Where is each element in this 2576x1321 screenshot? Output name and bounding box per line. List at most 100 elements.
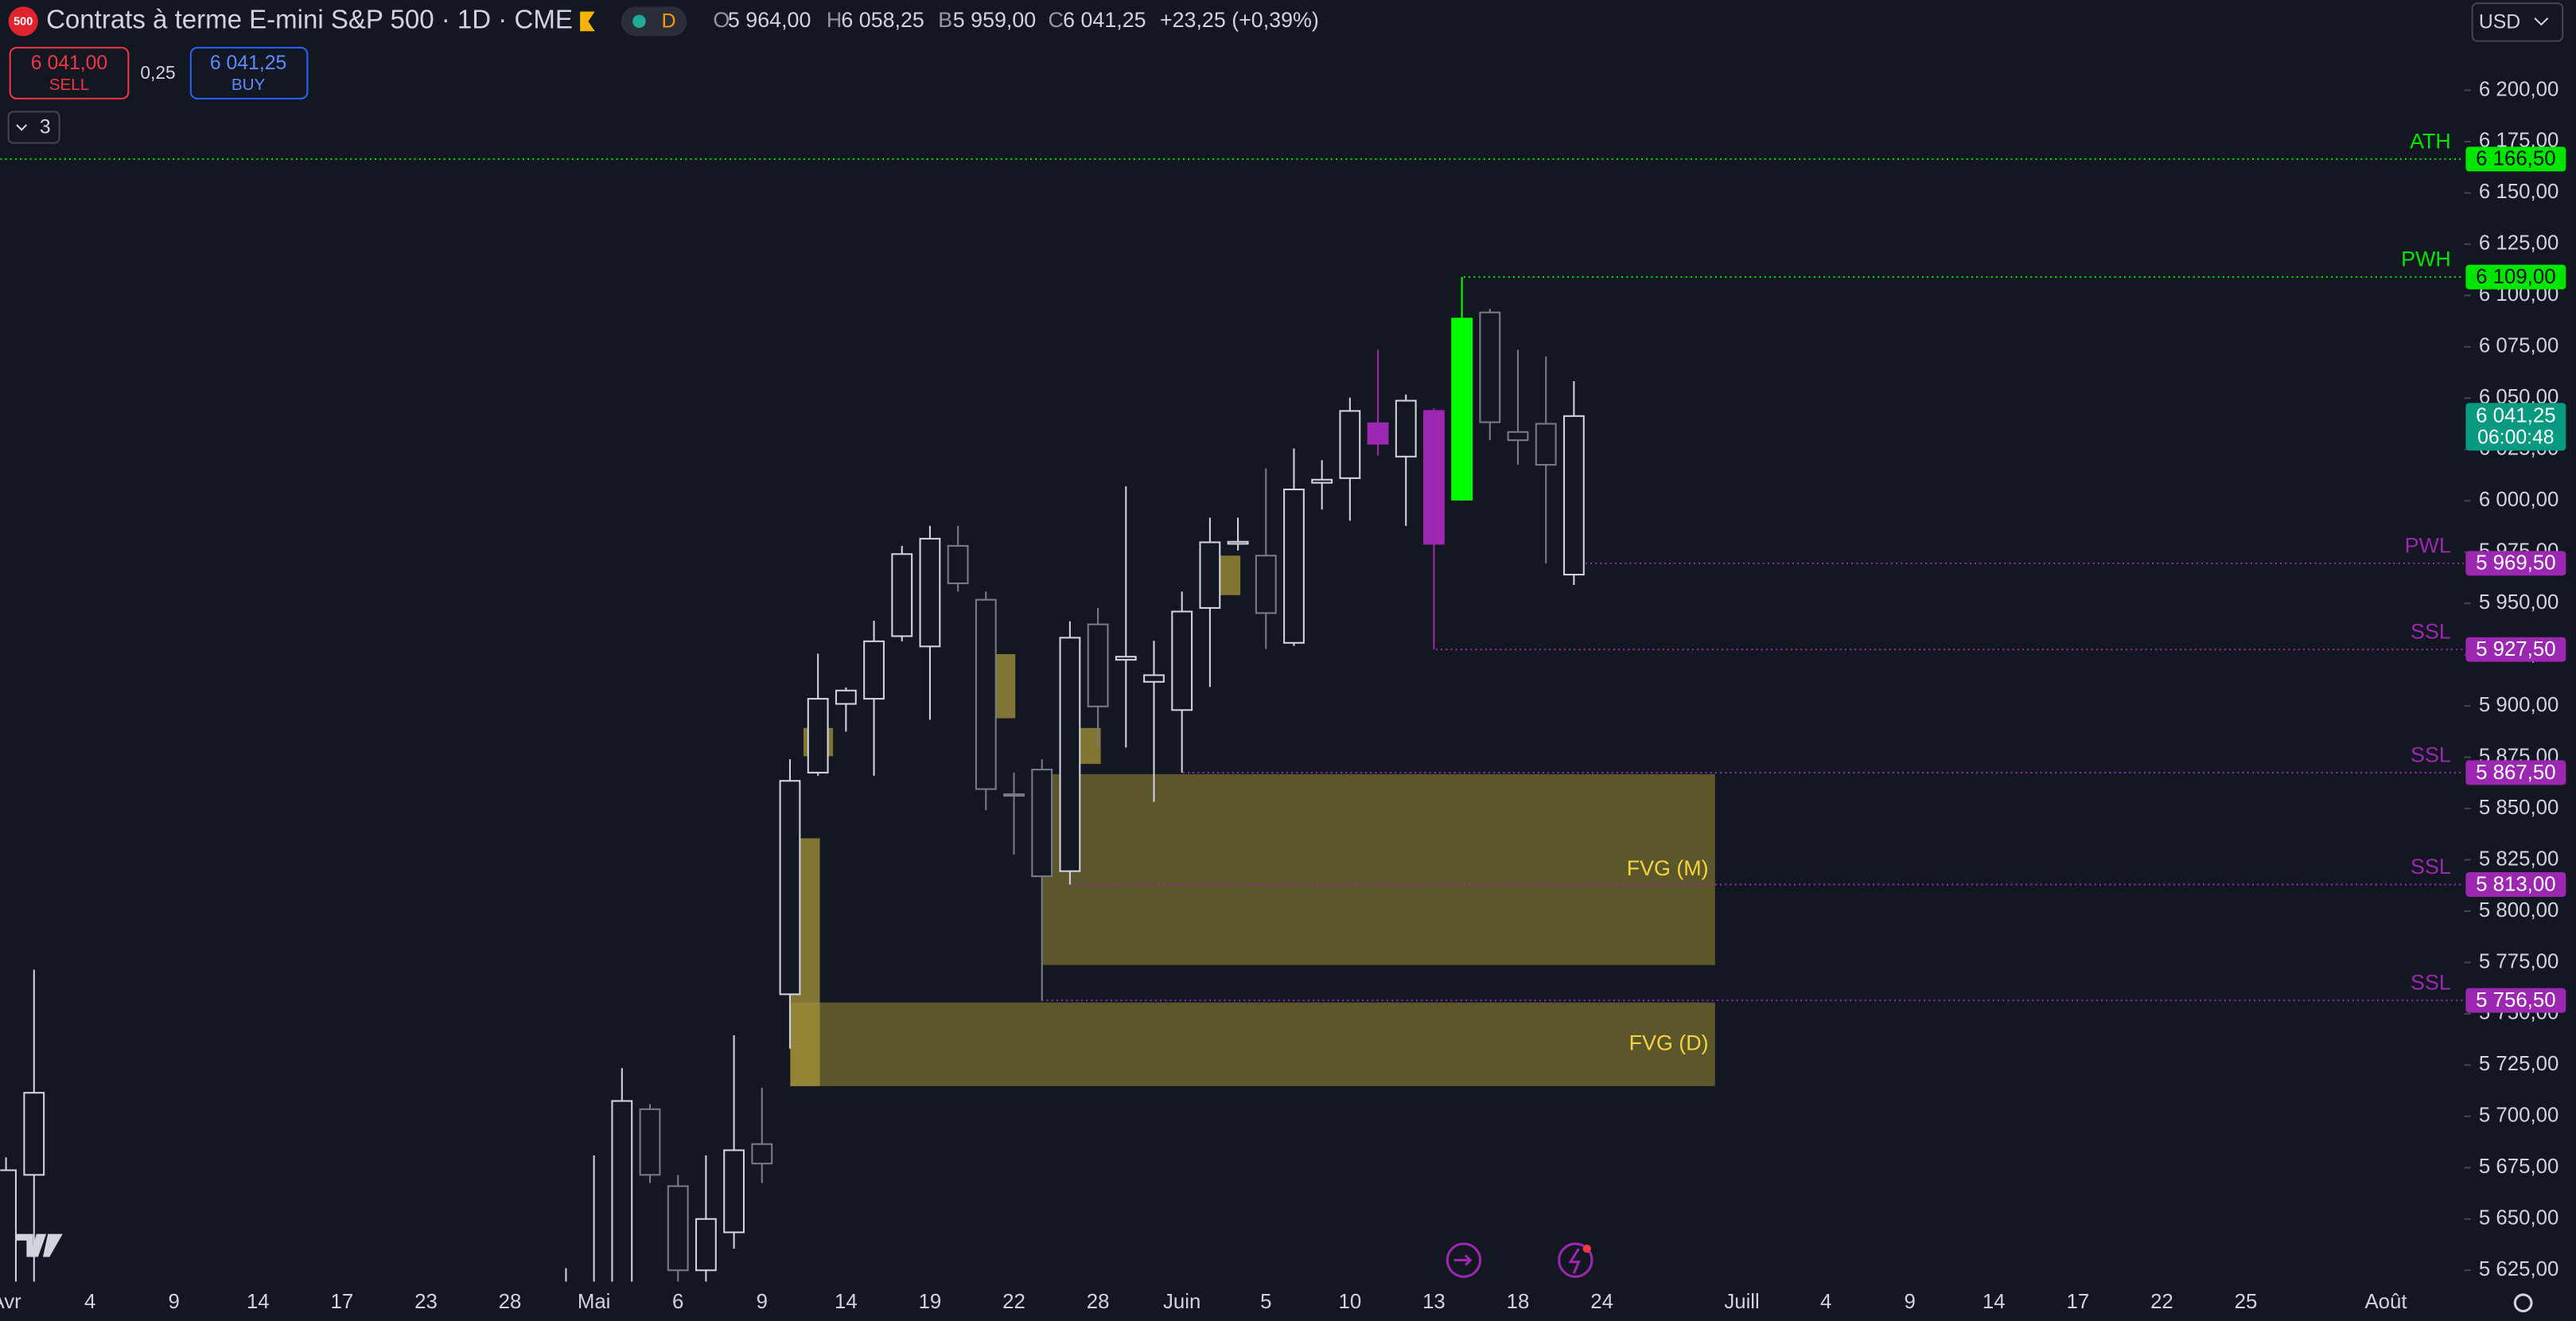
x-tick-label: 28 (1087, 1291, 1110, 1313)
candle-body (1507, 431, 1529, 442)
level-label: PWH (2401, 247, 2451, 271)
interval-pill[interactable] (621, 6, 687, 37)
toggle-caret (16, 124, 28, 131)
y-tick-label: 5 800,00 (2479, 899, 2558, 922)
y-tick-label: 5 775,00 (2479, 950, 2558, 972)
fvg-label: FVG (D) (1629, 1031, 1709, 1054)
candle-body (891, 553, 913, 637)
interval-badge: D (662, 10, 676, 32)
indicators-toggle[interactable] (7, 111, 60, 144)
x-tick-label: 17 (2067, 1291, 2090, 1313)
y-tick-label: 6 075,00 (2479, 335, 2558, 357)
sell-button[interactable] (9, 46, 130, 99)
currency-caret (2534, 17, 2549, 26)
y-tick-label: 5 825,00 (2479, 848, 2558, 870)
candle-body (1479, 311, 1501, 423)
y-tick-label: 5 950,00 (2479, 591, 2558, 614)
level-label: SSL (2411, 742, 2451, 766)
plot-area: FVG (M) FVG (D) ATH PWH PWL SSL SSL SSL SSL (0, 129, 2465, 1282)
bar-countdown: 06:00:48 (2477, 427, 2554, 448)
level-price-tag (2465, 146, 2566, 172)
x-tick-label: 23 (414, 1291, 438, 1313)
x-tick-label: 19 (919, 1291, 942, 1313)
candle-body (1199, 541, 1221, 609)
candle-body (1059, 637, 1081, 872)
x-tick-label: 4 (1820, 1291, 1831, 1313)
x-tick-label: 14 (1983, 1291, 2006, 1313)
y-tick-label: 6 000,00 (2479, 489, 2558, 511)
x-tick-label: 25 (2235, 1291, 2258, 1313)
candle-body (1255, 555, 1277, 614)
fvg-zone (1041, 774, 1715, 965)
x-tick-label: 22 (1002, 1291, 1025, 1313)
candle-body (1423, 410, 1445, 545)
x-tick-label: 18 (1507, 1291, 1530, 1313)
symbol-badge-text: 500 (14, 16, 33, 29)
settings-icon[interactable] (2513, 1293, 2533, 1313)
candle-body (1143, 674, 1165, 683)
y-tick-label: 5 700,00 (2479, 1105, 2558, 1127)
candle-body (779, 780, 801, 996)
candle-body (947, 544, 969, 585)
alert-dot (1582, 1244, 1591, 1253)
level-label: SSL (2411, 620, 2451, 644)
spread: 0,25 (140, 62, 175, 83)
candle-body (1339, 410, 1361, 479)
y-tick-label: 5 625,00 (2479, 1258, 2558, 1280)
y-tick-label: 5 725,00 (2479, 1053, 2558, 1075)
x-tick-label: Avr (0, 1291, 21, 1313)
x-tick-label: 4 (84, 1291, 95, 1313)
sell-label: SELL (49, 76, 89, 94)
last-price-tag (2465, 403, 2566, 451)
last-price-label: 6 041,25 (2476, 405, 2555, 427)
candle-body (1031, 769, 1053, 878)
replay-icon[interactable] (1446, 1242, 1482, 1278)
candle-body (1451, 318, 1473, 501)
candle-body (723, 1149, 745, 1233)
y-tick-label: 6 200,00 (2479, 78, 2558, 100)
candle-body (611, 1100, 633, 1282)
y-tick-label: 5 675,00 (2479, 1155, 2558, 1178)
x-tick-label: 9 (757, 1291, 768, 1313)
candle-body (0, 1169, 17, 1282)
candle-body (1171, 610, 1193, 711)
buy-button[interactable] (189, 46, 309, 99)
x-tick-label: Juin (1163, 1291, 1200, 1313)
y-tick-label: 6 125,00 (2479, 232, 2558, 255)
level-price-tag (2465, 551, 2566, 576)
candle-body (1115, 656, 1137, 661)
currency-select[interactable] (2471, 2, 2564, 42)
x-tick-label: 9 (169, 1291, 180, 1313)
level-price-label: 5 969,50 (2476, 552, 2555, 575)
candle-body (1562, 415, 1585, 576)
flag-icon[interactable] (574, 11, 595, 32)
indicators-count: 3 (40, 117, 51, 138)
candle-body (695, 1218, 717, 1272)
level-label: ATH (2410, 129, 2451, 153)
x-tick-label: 28 (499, 1291, 522, 1313)
level-price-label: 5 927,50 (2476, 638, 2555, 660)
x-tick-label: Août (2364, 1291, 2407, 1313)
candle-body (751, 1143, 773, 1165)
y-tick-label: 6 150,00 (2479, 181, 2558, 203)
tv-logo[interactable] (16, 1233, 63, 1257)
level-price-tag (2465, 637, 2566, 662)
candle-body (23, 1092, 45, 1176)
candle-body (1227, 540, 1249, 545)
x-tick-label: 14 (247, 1291, 270, 1313)
candle-body (667, 1185, 689, 1272)
candle-body (1395, 399, 1417, 458)
candle-body (975, 598, 997, 790)
x-tick-label: 24 (1590, 1291, 1613, 1313)
level-price-tag (2465, 988, 2566, 1013)
candle-body (1003, 793, 1025, 797)
candle-body (1283, 489, 1305, 644)
symbol-badge[interactable] (8, 6, 38, 37)
alert-icon[interactable] (1558, 1242, 1593, 1278)
symbol-title[interactable]: Contrats à terme E-mini S&P 500 · 1D · C… (46, 5, 573, 34)
x-tick-label: Juill (1724, 1291, 1759, 1313)
candle-body (1311, 478, 1333, 484)
candle-body (807, 698, 829, 774)
candle-body (639, 1108, 661, 1176)
